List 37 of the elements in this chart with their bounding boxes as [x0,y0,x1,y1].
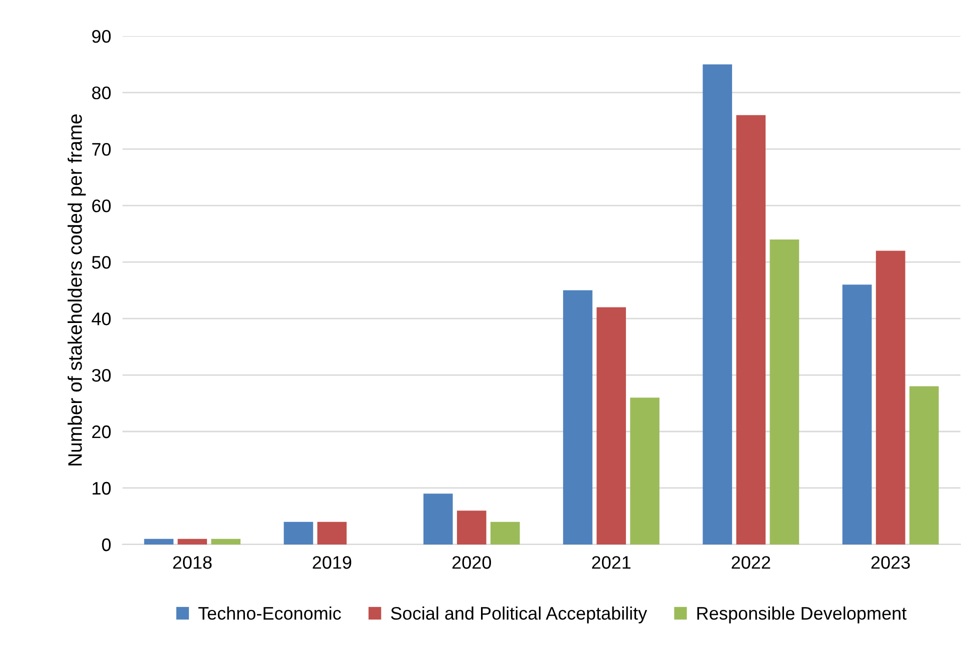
x-tick-label: 2020 [452,556,492,569]
bar [178,538,207,544]
y-tick-label: 70 [92,142,111,156]
bar [876,250,906,544]
x-tick-label: 2022 [732,556,770,569]
y-tick-label: 20 [92,425,111,438]
bar [563,290,592,544]
bar [909,386,939,544]
bar [284,522,314,544]
bar [842,284,872,544]
y-tick-label: 40 [92,312,111,326]
bar [630,398,660,544]
y-tick-label: 90 [92,30,111,43]
bar [490,522,520,544]
bar [317,522,347,544]
bar [702,64,732,544]
legend-label: Techno-Economic [198,606,341,620]
bar [736,115,766,544]
y-tick-label: 10 [92,482,111,495]
bar [144,538,174,544]
y-tick-label: 80 [92,86,111,100]
y-tick-label: 0 [102,538,111,552]
x-tick-label: 2019 [312,556,352,569]
legend-label: Responsible Development [697,606,906,624]
x-tick-label: 2018 [173,556,212,569]
y-tick-label: 60 [92,199,111,212]
x-tick-label: 2023 [871,556,910,569]
legend-label: Social and Political Acceptability [391,606,648,624]
y-tick-label: 50 [92,256,111,269]
bar [456,510,486,544]
y-axis-title: Number of stakeholders coded per frame [68,114,86,466]
bar [770,239,800,544]
bar [596,307,626,544]
y-tick-label: 30 [92,368,111,382]
bar [423,494,453,544]
x-tick-label: 2021 [592,556,630,569]
bar [211,538,241,544]
